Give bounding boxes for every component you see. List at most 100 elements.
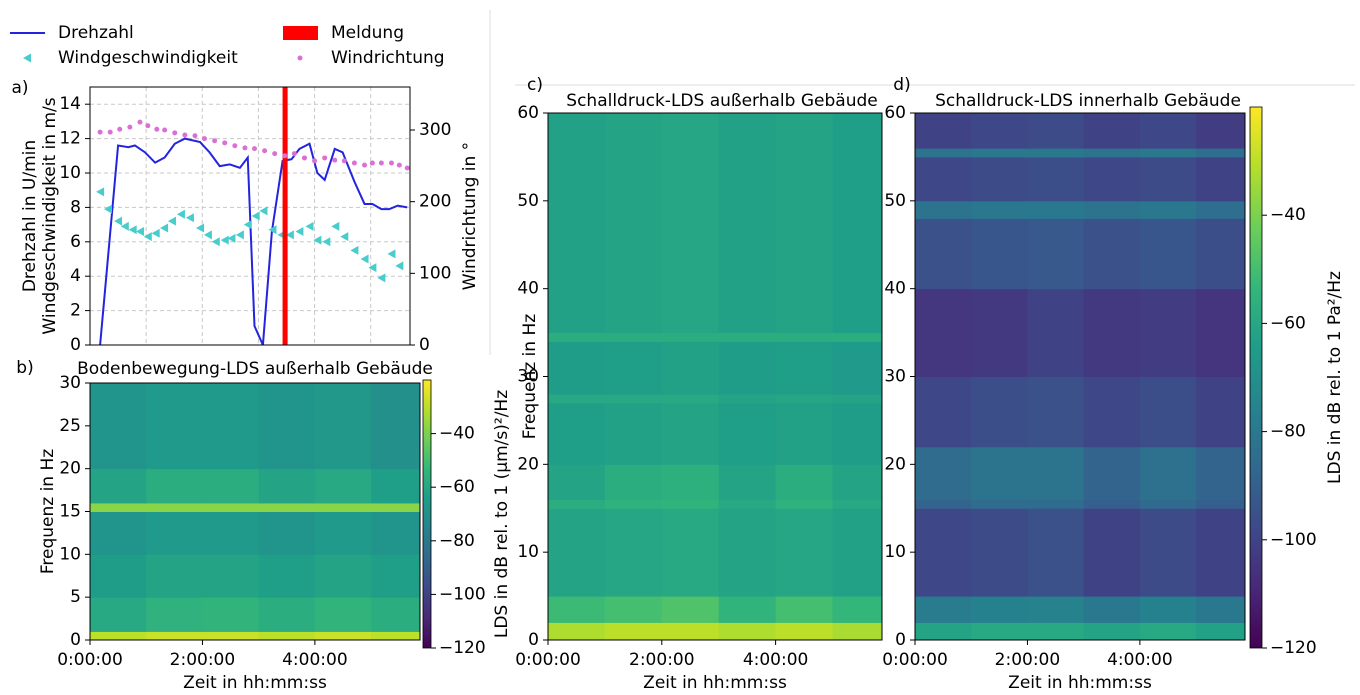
y-tick-label: 10 xyxy=(59,163,81,183)
y-axis-label: Frequenz in Hz xyxy=(38,449,58,574)
marker xyxy=(291,151,297,157)
marker xyxy=(120,221,129,231)
heatmap-cell xyxy=(1027,508,1085,597)
heatmap-cell xyxy=(258,502,316,512)
axes-frame xyxy=(547,112,883,641)
heatmap-cell xyxy=(1027,148,1085,158)
colorbar-label: LDS in dB rel. to 1 Pa²/Hz xyxy=(1325,271,1345,484)
heatmap-cell xyxy=(661,499,720,509)
heatmap-cell xyxy=(971,376,1028,448)
heatmap-cell xyxy=(146,502,203,512)
heatmap-cell xyxy=(775,508,833,597)
heatmap-cell xyxy=(146,383,203,470)
heatmap-cell xyxy=(775,596,833,623)
heatmap-cell xyxy=(915,596,972,623)
colorbar-tick-label: −100 xyxy=(439,584,486,604)
axes-frame xyxy=(89,382,421,641)
heatmap-cell xyxy=(915,218,972,290)
colorbar-tick-label: −100 xyxy=(1270,530,1317,550)
heatmap-cell xyxy=(915,288,972,377)
heatmap-cell xyxy=(971,148,1028,158)
heatmap-cell xyxy=(915,148,972,158)
panel-letter: c) xyxy=(527,75,543,95)
heatmap-cell xyxy=(1027,499,1085,509)
heatmap-cell xyxy=(202,502,260,512)
heatmap-cell xyxy=(202,383,260,470)
heatmap-cell xyxy=(1083,508,1141,597)
marker xyxy=(172,130,178,136)
colorbar-tick-label: −40 xyxy=(439,424,475,444)
chart-title: Schalldruck-LDS innerhalb Gebäude xyxy=(935,91,1241,111)
heatmap-cell xyxy=(314,383,372,470)
y-tick-label: 10 xyxy=(884,542,906,562)
heatmap-cell xyxy=(718,596,777,623)
y-tick-label: 30 xyxy=(884,367,906,387)
y-tick-label: 0 xyxy=(528,630,539,650)
heatmap-cell xyxy=(314,468,372,504)
heatmap-cell xyxy=(1196,596,1246,623)
marker xyxy=(387,249,396,259)
marker xyxy=(377,273,386,283)
heatmap-cell xyxy=(548,464,606,500)
heatmap-cell xyxy=(915,376,972,448)
y-tick-label: 30 xyxy=(59,373,81,393)
y-tick-label: 20 xyxy=(884,454,906,474)
heatmap-cell xyxy=(1139,508,1197,597)
heatmap-cell xyxy=(1196,113,1246,149)
marker xyxy=(232,143,238,149)
y2-tick-label: 100 xyxy=(419,263,451,283)
heatmap-cell xyxy=(661,508,720,597)
marker xyxy=(128,225,137,235)
x-tick-label: 2:00:00 xyxy=(170,650,236,670)
heatmap-cell xyxy=(371,502,421,512)
x-tick-label: 4:00:00 xyxy=(1107,650,1173,670)
marker xyxy=(135,226,144,236)
heatmap-cell xyxy=(661,341,720,395)
marker xyxy=(160,223,169,233)
y2-axis-label: Windrichtung in ° xyxy=(460,142,480,290)
y-tick-label: 14 xyxy=(59,94,81,114)
marker xyxy=(117,126,123,132)
marker xyxy=(97,129,103,135)
marker xyxy=(360,254,369,264)
span xyxy=(282,87,288,345)
heatmap-cell xyxy=(775,402,833,465)
legend-label: Drehzahl xyxy=(58,23,134,43)
y-tick-label: 0 xyxy=(70,630,81,650)
marker xyxy=(285,230,294,240)
marker xyxy=(211,237,220,247)
heatmap-cell xyxy=(604,508,663,597)
heatmap-cell xyxy=(258,631,316,641)
colorbar-tick-label: −120 xyxy=(1270,638,1317,658)
marker xyxy=(259,206,268,216)
marker xyxy=(341,158,347,164)
heatmap-cell xyxy=(1083,288,1141,377)
marker xyxy=(301,155,307,161)
heatmap-cell xyxy=(258,383,316,470)
y-tick-label: 0 xyxy=(895,630,906,650)
heatmap-cell xyxy=(775,341,833,395)
heatmap-cell xyxy=(258,468,316,504)
marker xyxy=(151,228,160,238)
marker xyxy=(350,245,359,255)
marker xyxy=(162,127,168,133)
heatmap-cell xyxy=(971,508,1028,597)
heatmap-cell xyxy=(1196,288,1246,377)
heatmap-cell xyxy=(775,394,833,404)
heatmap-cell xyxy=(1139,288,1197,377)
x-tick-label: 0:00:00 xyxy=(57,650,123,670)
heatmap-cell xyxy=(1139,622,1197,641)
y-tick-label: 50 xyxy=(884,191,906,211)
heatmap-cell xyxy=(202,468,260,504)
heatmap-cell xyxy=(314,554,372,598)
y-tick-label: 8 xyxy=(70,197,81,217)
heatmap-cell xyxy=(718,622,777,641)
marker xyxy=(368,263,377,273)
y-tick-label: 40 xyxy=(517,279,539,299)
heatmap-cell xyxy=(314,502,372,512)
marker xyxy=(145,123,151,129)
heatmap-cell xyxy=(1083,376,1141,448)
marker xyxy=(212,138,218,144)
heatmap-cell xyxy=(604,402,663,465)
